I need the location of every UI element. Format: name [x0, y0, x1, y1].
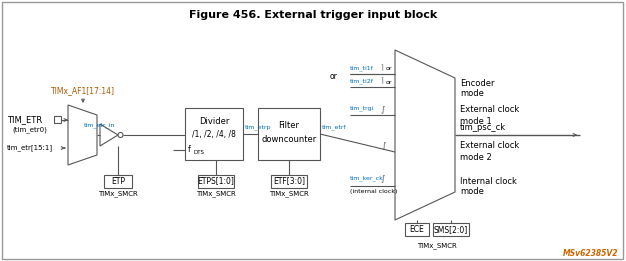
Bar	[258, 108, 320, 160]
Text: TIMx_SMCR: TIMx_SMCR	[417, 243, 457, 249]
Text: or: or	[386, 66, 393, 71]
Text: mode: mode	[460, 187, 484, 197]
Text: /1, /2, /4, /8: /1, /2, /4, /8	[192, 130, 236, 139]
Text: Filter: Filter	[279, 121, 299, 129]
Text: f: f	[188, 145, 191, 155]
Circle shape	[118, 133, 123, 138]
Text: ∫: ∫	[381, 104, 386, 113]
Text: tim_etrf: tim_etrf	[322, 124, 347, 130]
Text: or: or	[330, 72, 338, 81]
Text: tim_etrp: tim_etrp	[245, 124, 272, 130]
Text: ∫: ∫	[381, 174, 386, 182]
Text: TIMx_SMCR: TIMx_SMCR	[196, 191, 236, 197]
Text: MSv62385V2: MSv62385V2	[563, 248, 618, 258]
Text: tim_etr[15:1]: tim_etr[15:1]	[7, 145, 53, 151]
Bar	[198, 175, 234, 188]
Text: (tim_etr0): (tim_etr0)	[12, 127, 47, 133]
Text: ECE: ECE	[409, 225, 424, 234]
Text: TIMx_SMCR: TIMx_SMCR	[269, 191, 309, 197]
Text: ⌉: ⌉	[380, 64, 382, 71]
Polygon shape	[100, 124, 118, 146]
Bar	[185, 108, 243, 160]
Text: External clock: External clock	[460, 141, 519, 151]
Text: TIMx_SMCR: TIMx_SMCR	[98, 191, 138, 197]
Text: External clock: External clock	[460, 105, 519, 114]
Polygon shape	[68, 105, 97, 165]
Text: ∫: ∫	[382, 140, 386, 150]
Text: ETPS[1:0]: ETPS[1:0]	[198, 176, 235, 186]
Polygon shape	[395, 50, 455, 220]
Text: ⌉: ⌉	[380, 78, 382, 85]
Text: tim_ti1f: tim_ti1f	[350, 65, 374, 71]
Text: tim_etr_in: tim_etr_in	[83, 122, 115, 128]
Text: mode 2: mode 2	[460, 153, 492, 163]
Text: downcounter: downcounter	[262, 135, 317, 145]
Text: (internal clock): (internal clock)	[350, 188, 398, 193]
Text: mode 1: mode 1	[460, 117, 492, 126]
Text: SMS[2:0]: SMS[2:0]	[434, 225, 468, 234]
Text: Divider: Divider	[199, 117, 229, 127]
Text: tim_psc_ck: tim_psc_ck	[460, 122, 506, 132]
Bar	[54, 116, 61, 123]
Text: ETF[3:0]: ETF[3:0]	[273, 176, 305, 186]
Text: tim_ker_ck: tim_ker_ck	[350, 175, 384, 181]
Bar	[104, 175, 132, 188]
Text: or: or	[386, 80, 393, 85]
Text: tim_trgi: tim_trgi	[350, 106, 374, 111]
Bar	[405, 223, 429, 236]
Text: TIMx_AF1[17:14]: TIMx_AF1[17:14]	[51, 86, 115, 96]
Text: Encoder: Encoder	[460, 80, 495, 88]
Text: mode: mode	[460, 90, 484, 98]
Text: TIM_ETR: TIM_ETR	[7, 116, 42, 124]
Text: ETP: ETP	[111, 176, 125, 186]
Bar	[433, 223, 469, 236]
Bar	[271, 175, 307, 188]
Text: Internal clock: Internal clock	[460, 176, 517, 186]
Text: tim_ti2f: tim_ti2f	[350, 79, 374, 84]
Text: DTS: DTS	[193, 150, 204, 155]
Text: Figure 456. External trigger input block: Figure 456. External trigger input block	[189, 10, 437, 20]
